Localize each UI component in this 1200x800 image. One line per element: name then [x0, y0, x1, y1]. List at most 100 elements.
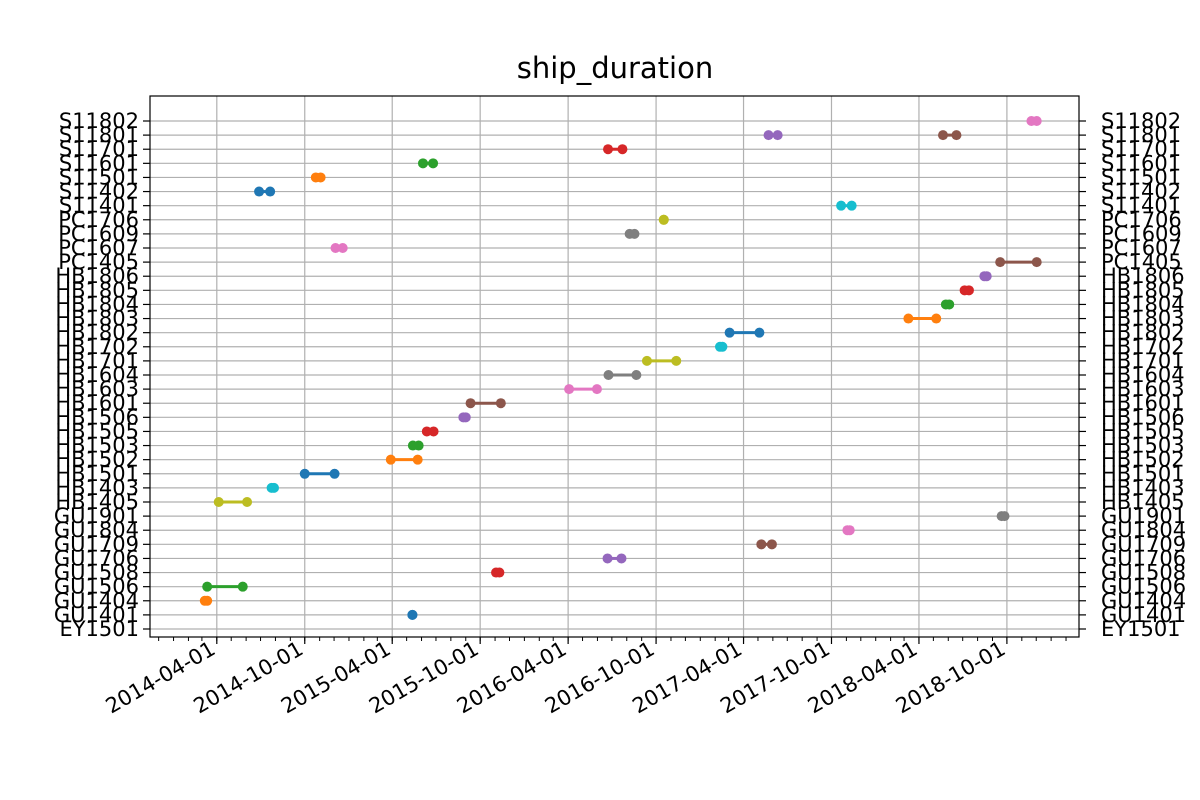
- y-tick-label-right: S11402: [1101, 180, 1181, 204]
- y-tick-label-left: HB1502: [55, 448, 139, 472]
- chart-title: ship_duration: [517, 51, 714, 85]
- y-tick-label-left: HB1805: [55, 278, 139, 302]
- start-point: [995, 257, 1006, 268]
- y-tick-label-right: HB1604: [1101, 363, 1185, 387]
- grid-lines: [150, 96, 1079, 637]
- y-tick-label-right: EY1501: [1101, 617, 1181, 641]
- end-point: [412, 454, 423, 465]
- y-tick-label-left: GU1506: [54, 575, 139, 599]
- y-tick-label-right: PC1609: [1101, 222, 1182, 246]
- start-point: [213, 497, 224, 507]
- y-tick-label-left: HB1802: [55, 321, 139, 345]
- end-point: [460, 412, 471, 423]
- y-tick-label-left: HB1803: [55, 307, 139, 331]
- end-point: [337, 243, 348, 253]
- y-tick-label-right: S11401: [1101, 194, 1181, 218]
- end-point: [766, 539, 777, 550]
- y-tick-label-left: PC1609: [58, 222, 139, 246]
- end-point: [242, 497, 253, 507]
- y-tick-label-right: S11501: [1101, 165, 1181, 189]
- y-tick-label-left: GU1709: [54, 532, 139, 556]
- y-tick-label-left: S11402: [59, 180, 139, 204]
- y-tick-label-right: S11701: [1101, 137, 1181, 161]
- y-tick-label-left: HB1601: [55, 391, 139, 415]
- start-point: [564, 384, 575, 395]
- y-tick-label-right: HB1803: [1101, 307, 1185, 331]
- end-point: [265, 186, 276, 197]
- end-point: [951, 130, 962, 141]
- y-tick-label-left: HB1403: [55, 476, 139, 500]
- start-point: [756, 539, 767, 550]
- y-tick-label-left: S11601: [59, 151, 139, 175]
- y-tick-label-left: S11801: [59, 123, 139, 147]
- y-tick-label-left: HB1405: [55, 490, 139, 514]
- y-tick-label-right: HB1601: [1101, 391, 1185, 415]
- y-tick-label-right: HB1502: [1101, 448, 1185, 472]
- start-point: [763, 130, 774, 141]
- y-tick-label-right: GU1709: [1101, 532, 1186, 556]
- y-tick-label-left: PC1706: [58, 208, 139, 232]
- y-tick-label-left: S11701: [59, 137, 139, 161]
- end-point: [407, 609, 418, 620]
- y-tick-label-left: S11501: [59, 165, 139, 189]
- end-point: [846, 200, 857, 211]
- y-tick-label-right: HB1503: [1101, 434, 1185, 458]
- y-tick-label-left: HB1503: [55, 434, 139, 458]
- y-tick-label-left: HB1806: [55, 264, 139, 288]
- y-tick-label-right: HB1603: [1101, 377, 1185, 401]
- y-tick-label-right: GU1508: [1101, 561, 1186, 585]
- start-point: [641, 355, 652, 366]
- start-point: [417, 158, 428, 169]
- y-tick-label-right: HB1501: [1101, 462, 1185, 486]
- y-tick-label-right: HB1403: [1101, 476, 1185, 500]
- end-point: [202, 595, 213, 606]
- y-tick-label-right: HB1806: [1101, 264, 1185, 288]
- end-point: [944, 299, 955, 310]
- end-point: [931, 313, 942, 324]
- y-tick-label-right: GU1706: [1101, 546, 1186, 570]
- y-tick-label-right: GU1401: [1101, 603, 1186, 627]
- y-tick-label-right: HB1805: [1101, 278, 1185, 302]
- y-tick-label-left: GU1901: [54, 504, 139, 528]
- end-point: [413, 440, 424, 451]
- end-point: [268, 482, 279, 493]
- y-tick-label-left: HB1506: [55, 405, 139, 429]
- end-point: [981, 271, 992, 282]
- start-point: [937, 130, 948, 141]
- end-point: [1031, 116, 1042, 126]
- end-point: [329, 468, 340, 479]
- end-point: [617, 144, 628, 155]
- end-point: [237, 581, 248, 592]
- y-tick-label-left: S11802: [59, 109, 139, 133]
- end-point: [844, 525, 855, 536]
- y-tick-label-right: S11801: [1101, 123, 1181, 147]
- start-point: [603, 144, 614, 155]
- end-point: [754, 327, 765, 338]
- y-tick-label-right: GU1901: [1101, 504, 1186, 528]
- y-tick-label-left: HB1604: [55, 363, 139, 387]
- end-point: [315, 172, 326, 183]
- end-point: [717, 341, 728, 352]
- start-point: [465, 398, 476, 409]
- y-tick-label-left: PC1607: [58, 236, 139, 260]
- end-point: [671, 355, 682, 366]
- y-tick-label-left: HB1501: [55, 462, 139, 486]
- y-tick-label-right: GU1404: [1101, 589, 1186, 613]
- y-tick-label-right: HB1802: [1101, 321, 1185, 345]
- plot-frame: [149, 95, 1080, 638]
- y-tick-label-right: S11601: [1101, 151, 1181, 175]
- y-tick-label-left: GU1706: [54, 546, 139, 570]
- end-point: [428, 158, 439, 169]
- y-tick-label-left: EY1501: [59, 617, 139, 641]
- y-tick-label-right: PC1405: [1101, 250, 1182, 274]
- y-tick-label-right: HB1506: [1101, 405, 1185, 429]
- start-point: [602, 553, 613, 564]
- y-tick-label-left: GU1404: [54, 589, 139, 613]
- y-tick-label-left: GU1401: [54, 603, 139, 627]
- y-tick-label-right: S11802: [1101, 109, 1181, 133]
- end-point: [616, 553, 627, 564]
- y-tick-label-left: HB1702: [55, 335, 139, 359]
- y-tick-label-left: HB1603: [55, 377, 139, 401]
- y-tick-label-right: HB1505: [1101, 419, 1185, 443]
